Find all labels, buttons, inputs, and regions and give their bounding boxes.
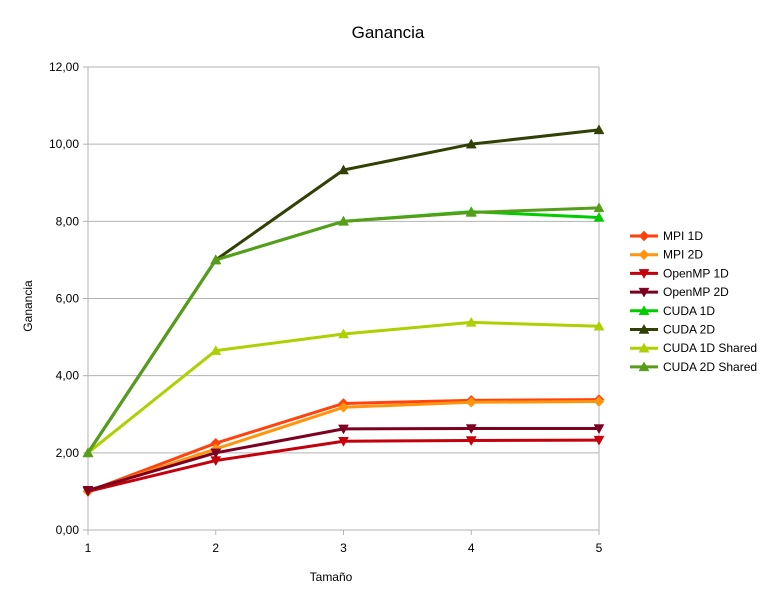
grid-layer — [88, 66, 599, 531]
data-point-cuda-2d-shared — [465, 206, 477, 217]
legend-item-cuda-1d: CUDA 1D — [630, 304, 715, 318]
y-tick-label: 10,00 — [49, 137, 79, 151]
legend-label: CUDA 1D Shared — [663, 341, 757, 355]
data-point-openmp-2d — [465, 424, 477, 435]
series-cuda-2d-shared — [82, 202, 605, 458]
x-tick-label: 2 — [212, 541, 219, 555]
data-point-cuda-2d — [593, 124, 605, 135]
legend-swatch-marker — [638, 269, 650, 279]
data-point-mpi-2d — [593, 396, 605, 407]
legend-label: MPI 1D — [663, 229, 703, 243]
legend-label: OpenMP 1D — [663, 266, 729, 280]
legend-swatch-marker — [638, 361, 650, 372]
legend-item-cuda-2d-shared: CUDA 2D Shared — [630, 360, 757, 374]
y-tick-label: 4,00 — [56, 369, 80, 383]
series-cuda-1d-shared — [82, 316, 605, 458]
data-point-cuda-2d-shared — [82, 447, 94, 458]
legend-label: MPI 2D — [663, 248, 703, 262]
data-point-cuda-2d-shared — [210, 254, 222, 265]
data-point-cuda-2d — [465, 138, 477, 149]
axis-layer: 0,00 2,00 4,00 6,00 8,00 10,00 12,00 1 2 3 4 5 — [49, 60, 603, 555]
legend-swatch-marker — [638, 305, 650, 316]
legend-label: CUDA 2D — [663, 323, 715, 337]
y-tick-label: 2,00 — [56, 446, 80, 460]
series-openmp-2d — [82, 424, 605, 496]
data-point-mpi-2d — [338, 401, 349, 413]
data-point-cuda-2d — [338, 164, 349, 175]
data-point-openmp-2d — [338, 424, 349, 435]
legend-item-mpi-2d: MPI 2D — [630, 248, 703, 262]
x-tick-label: 1 — [85, 541, 92, 555]
data-point-cuda-1d-shared — [465, 316, 477, 327]
data-point-openmp-2d — [210, 448, 222, 459]
legend-label: CUDA 2D Shared — [663, 360, 757, 374]
data-point-cuda-1d-shared — [338, 328, 349, 339]
legend-swatch-marker — [638, 230, 650, 242]
legend-item-openmp-1d: OpenMP 1D — [630, 266, 729, 280]
y-tick-label: 6,00 — [56, 292, 80, 306]
y-tick-label: 0,00 — [56, 523, 80, 537]
y-tick-label: 12,00 — [49, 60, 79, 74]
legend-swatch-marker — [638, 287, 650, 298]
x-tick-label: 5 — [596, 541, 603, 555]
data-point-cuda-1d — [593, 211, 605, 222]
data-point-openmp-2d — [82, 486, 94, 496]
data-point-openmp-1d — [593, 435, 605, 446]
data-point-openmp-1d — [465, 436, 477, 447]
series-layer — [82, 124, 605, 497]
legend-swatch-marker — [638, 323, 650, 334]
x-axis-title: Tamaño — [310, 570, 353, 584]
x-tick-label: 3 — [340, 541, 347, 555]
y-tick-label: 8,00 — [56, 214, 80, 228]
legend-swatch-marker — [638, 342, 650, 353]
legend: MPI 1D MPI 2D OpenMP 1D OpenMP 2D CUDA 1D CUD… — [630, 229, 757, 374]
legend-swatch-marker — [638, 249, 650, 261]
legend-item-cuda-2d: CUDA 2D — [630, 323, 715, 337]
data-point-openmp-1d — [338, 437, 349, 447]
legend-label: CUDA 1D — [663, 304, 715, 318]
data-point-mpi-2d — [465, 396, 477, 408]
data-point-cuda-1d-shared — [210, 345, 222, 355]
x-tick-label: 4 — [468, 541, 475, 555]
data-point-openmp-2d — [593, 424, 605, 435]
legend-item-openmp-2d: OpenMP 2D — [630, 285, 729, 299]
chart-title: Ganancia — [352, 23, 425, 42]
data-point-cuda-2d-shared — [338, 215, 349, 226]
legend-item-cuda-1d-shared: CUDA 1D Shared — [630, 341, 757, 355]
data-point-cuda-1d-shared — [593, 320, 605, 331]
data-point-cuda-2d-shared — [593, 202, 605, 213]
y-axis-title: Ganancia — [21, 280, 35, 332]
legend-label: OpenMP 2D — [663, 285, 729, 299]
legend-item-mpi-1d: MPI 1D — [630, 229, 703, 243]
